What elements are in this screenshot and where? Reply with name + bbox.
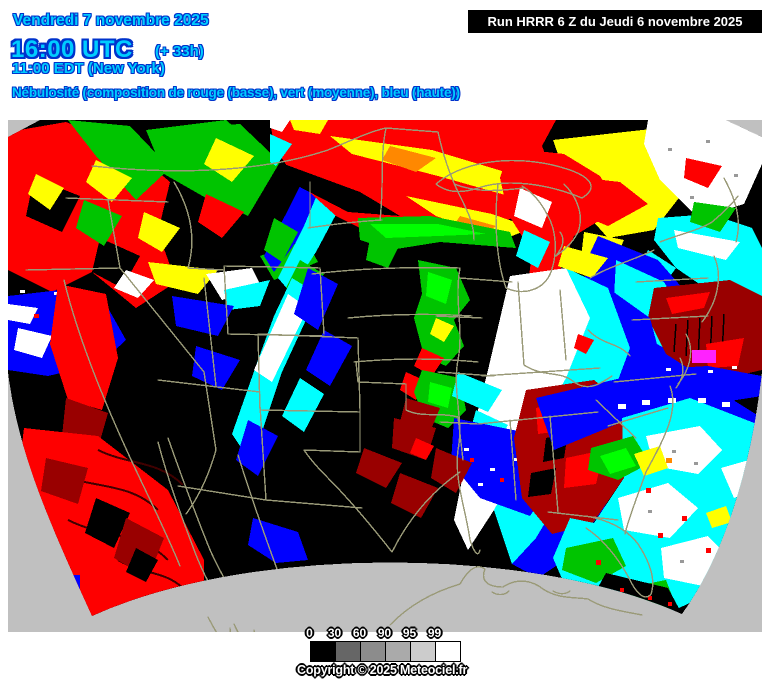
map-svg (8, 120, 762, 632)
legend-tick: 90 (377, 626, 392, 640)
utc-time: 16:00 UTC (11, 36, 133, 63)
legend-swatch (335, 641, 361, 662)
state-borders (25, 127, 739, 616)
cloud-composite-map (8, 120, 762, 632)
legend-swatch (385, 641, 411, 662)
legend-tick: 95 (402, 626, 417, 640)
legend-swatch (410, 641, 436, 662)
forecast-offset: (+ 33h) (155, 43, 204, 60)
legend-swatches (310, 641, 461, 662)
local-time: 11:00 EDT (New York) (12, 60, 165, 77)
copyright-label: Copyright © 2025 Meteociel.fr (297, 663, 468, 677)
legend-tick: 60 (352, 626, 367, 640)
legend-tick-labels: 0 30 60 90 95 99 (297, 626, 447, 640)
legend-swatch (360, 641, 386, 662)
legend-tick: 99 (427, 626, 442, 640)
legend-tick: 0 (306, 626, 313, 640)
date-line: Vendredi 7 novembre 2025 (13, 12, 209, 29)
legend-tick: 30 (327, 626, 342, 640)
coastlines-outside-fan (207, 566, 643, 632)
product-title: Nébulosité (composition de rouge (basse)… (12, 85, 460, 100)
legend-swatch (435, 641, 461, 662)
legend-swatch (310, 641, 336, 662)
run-info-box: Run HRRR 6 Z du Jeudi 6 novembre 2025 (468, 10, 762, 33)
cloud-layers (8, 120, 762, 616)
